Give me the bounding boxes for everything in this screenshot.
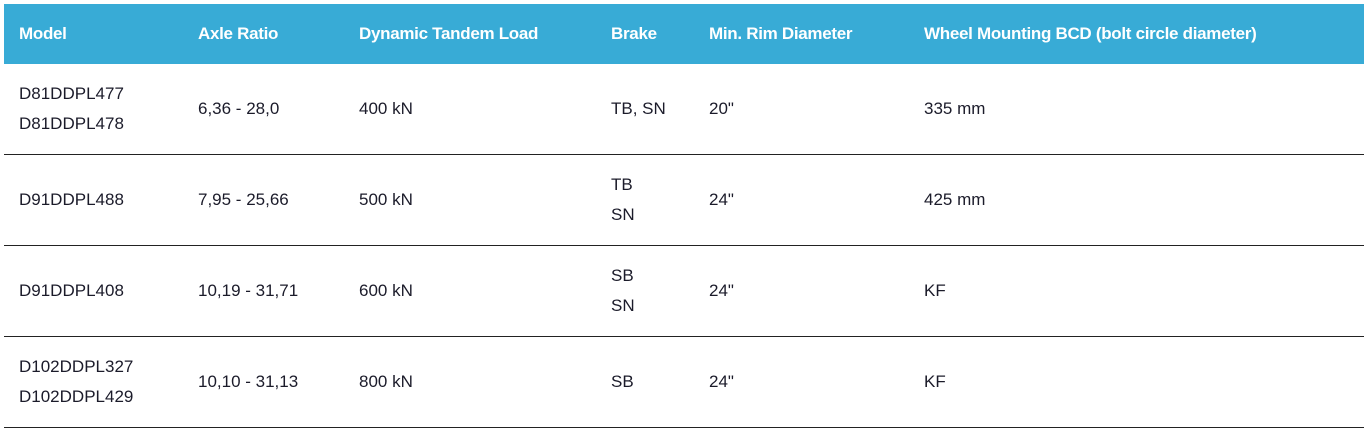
header-axle-ratio: Axle Ratio	[183, 4, 344, 64]
cell-rim: 24"	[694, 245, 909, 337]
cell-brake-line: SB	[611, 372, 634, 391]
cell-axle-ratio: 10,19 - 31,71	[183, 245, 344, 337]
cell-load: 600 kN	[344, 245, 596, 337]
cell-model-line: D91DDPL408	[19, 281, 124, 300]
cell-brake-line: TB	[611, 175, 633, 194]
cell-axle-ratio: 7,95 - 25,66	[183, 154, 344, 246]
cell-brake-line: SN	[611, 205, 635, 224]
cell-model: D81DDPL477 D81DDPL478	[4, 64, 183, 155]
cell-model-line: D81DDPL477	[19, 84, 124, 103]
axle-spec-table: Model Axle Ratio Dynamic Tandem Load Bra…	[4, 4, 1364, 428]
cell-axle-ratio: 6,36 - 28,0	[183, 64, 344, 155]
cell-model-line: D102DDPL327	[19, 357, 134, 376]
cell-model-line: D102DDPL429	[19, 387, 134, 406]
cell-rim: 24"	[694, 154, 909, 246]
cell-brake-line: SN	[611, 296, 635, 315]
header-model: Model	[4, 4, 183, 64]
cell-load: 500 kN	[344, 154, 596, 246]
table-row: D91DDPL408 10,19 - 31,71 600 kN SB SN 24" KF	[4, 245, 1364, 337]
cell-brake: SB SN	[596, 245, 694, 337]
cell-model: D102DDPL327 D102DDPL429	[4, 336, 183, 428]
cell-brake: TB SN	[596, 154, 694, 246]
cell-model: D91DDPL408	[4, 245, 183, 337]
cell-brake-line: SB	[611, 266, 634, 285]
cell-rim: 24"	[694, 336, 909, 428]
cell-model-line: D91DDPL488	[19, 190, 124, 209]
table-header-row: Model Axle Ratio Dynamic Tandem Load Bra…	[4, 4, 1364, 64]
cell-bcd: KF	[909, 336, 1364, 428]
cell-bcd: 335 mm	[909, 64, 1364, 155]
table-row: D91DDPL488 7,95 - 25,66 500 kN TB SN 24" 425 m…	[4, 154, 1364, 246]
cell-brake-line: TB, SN	[611, 99, 666, 118]
header-wheel-mounting-bcd: Wheel Mounting BCD (bolt circle diameter…	[909, 4, 1364, 64]
table-row: D102DDPL327 D102DDPL429 10,10 - 31,13 800 k…	[4, 336, 1364, 428]
header-dynamic-tandem-load: Dynamic Tandem Load	[344, 4, 596, 64]
cell-rim: 20"	[694, 64, 909, 155]
cell-load: 800 kN	[344, 336, 596, 428]
cell-brake: TB, SN	[596, 64, 694, 155]
cell-model-line: D81DDPL478	[19, 114, 124, 133]
cell-bcd: KF	[909, 245, 1364, 337]
cell-brake: SB	[596, 336, 694, 428]
cell-model: D91DDPL488	[4, 154, 183, 246]
table-row: D81DDPL477 D81DDPL478 6,36 - 28,0 400 kN TB,…	[4, 64, 1364, 155]
header-brake: Brake	[596, 4, 694, 64]
cell-axle-ratio: 10,10 - 31,13	[183, 336, 344, 428]
cell-bcd: 425 mm	[909, 154, 1364, 246]
cell-load: 400 kN	[344, 64, 596, 155]
header-min-rim-diameter: Min. Rim Diameter	[694, 4, 909, 64]
